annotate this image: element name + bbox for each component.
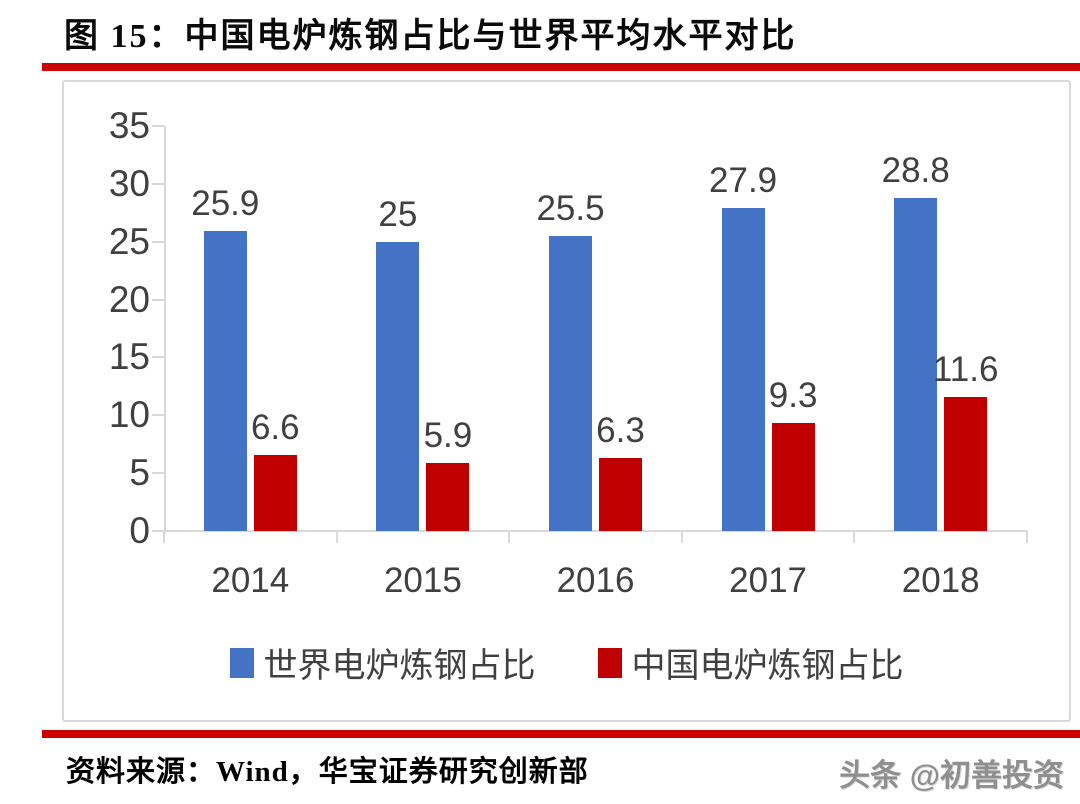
x-axis-tick [163, 531, 165, 543]
x-axis-label-2015: 2015 [383, 561, 462, 600]
y-axis-tick-label: 0 [129, 510, 150, 551]
legend-label-china: 中国电炉炼钢占比 [631, 647, 904, 685]
x-axis-label-2014: 2014 [211, 561, 290, 600]
y-axis-tick-label: 25 [108, 220, 150, 262]
legend-label-world: 世界电炉炼钢占比 [263, 647, 536, 685]
y-axis-tick [152, 240, 164, 243]
data-label-world-2015: 25 [378, 194, 418, 234]
bar-china-2016 [599, 458, 642, 531]
bar-world-2017 [721, 208, 765, 531]
y-axis-tick [152, 530, 164, 532]
data-label-world-2016: 25.5 [536, 188, 605, 228]
data-label-world-2017: 27.9 [709, 161, 778, 201]
chart-legend: 世界电炉炼钢占比 中国电炉炼钢占比 [64, 638, 1069, 687]
x-axis-tick [1026, 531, 1028, 543]
y-axis-tick [152, 414, 164, 417]
title-divider-rule [42, 63, 1080, 71]
x-axis-tick [680, 531, 683, 543]
y-axis-tick [152, 298, 164, 301]
y-axis-tick [152, 125, 164, 127]
y-axis-tick-label: 20 [108, 278, 150, 320]
data-source-note: 资料来源：Wind，华宝证券研究创新部 [66, 756, 589, 788]
data-label-china-2015: 5.9 [423, 415, 473, 455]
x-axis-tick [853, 531, 856, 543]
data-label-china-2014: 6.6 [250, 407, 300, 447]
bar-world-2015 [376, 241, 420, 531]
data-label-china-2017: 9.3 [768, 376, 818, 416]
y-axis-tick-label: 5 [129, 452, 150, 494]
figure-title: 图 15：中国电炉炼钢占比与世界平均水平对比 [64, 18, 797, 55]
x-axis-label-2017: 2017 [729, 561, 808, 600]
y-axis-tick-label: 30 [108, 162, 150, 204]
bar-china-2017 [771, 423, 815, 531]
data-label-china-2016: 6.3 [596, 411, 645, 451]
x-axis-label-2016: 2016 [556, 561, 635, 600]
y-axis-tick-label: 10 [108, 394, 150, 436]
bar-china-2015 [426, 462, 470, 531]
data-label-world-2018: 28.8 [881, 150, 950, 190]
bar-world-2014 [203, 231, 247, 531]
legend-item-china: 中国电炉炼钢占比 [597, 638, 904, 687]
data-label-world-2014: 25.9 [191, 184, 260, 224]
watermark-text: 头条 @初善投资 [839, 758, 1064, 793]
x-axis-tick [508, 531, 511, 543]
y-axis-tick [152, 356, 164, 359]
y-axis-tick [152, 182, 164, 185]
y-axis-line [164, 126, 166, 533]
bar-world-2018 [894, 197, 938, 531]
bar-world-2016 [549, 235, 592, 531]
legend-item-world: 世界电炉炼钢占比 [229, 638, 536, 687]
bar-china-2014 [253, 454, 297, 531]
footer-divider-rule [42, 730, 1080, 738]
bar-china-2018 [944, 396, 988, 531]
x-axis-line [164, 530, 1027, 532]
data-label-china-2018: 11.6 [932, 349, 999, 389]
legend-swatch-world [229, 647, 254, 678]
x-axis-tick [335, 531, 338, 543]
y-axis-tick-label: 15 [108, 336, 150, 378]
chart-container: 35 30 25 20 15 10 5 0 25.9 6.6 2014 25 5.9 2015 25.5 6.… [62, 80, 1071, 722]
y-axis-tick [152, 472, 164, 475]
x-axis-label-2018: 2018 [901, 561, 980, 600]
y-axis-tick-label: 35 [108, 105, 150, 146]
legend-swatch-china [597, 647, 622, 678]
